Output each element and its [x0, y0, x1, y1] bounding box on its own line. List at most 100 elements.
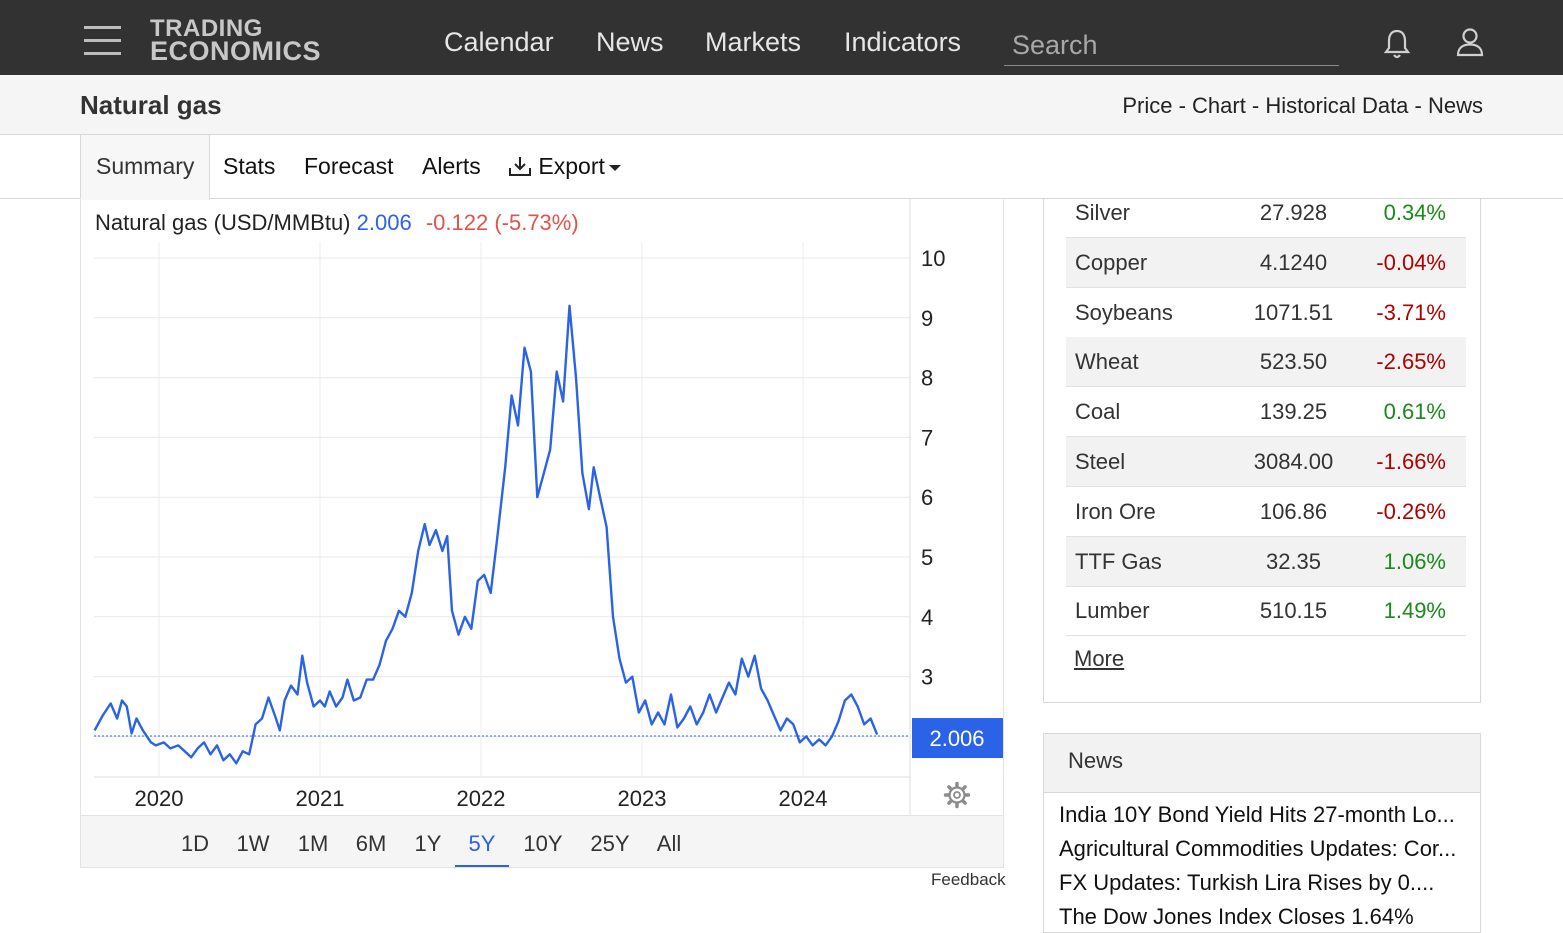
bell-icon[interactable] [1383, 28, 1411, 60]
commodity-price: 106.86 [1259, 498, 1328, 524]
user-icon[interactable] [1455, 26, 1485, 58]
y-tick-label: 4 [921, 605, 933, 630]
breadcrumb-sep: - [1408, 93, 1428, 118]
breadcrumb-price[interactable]: Price [1122, 93, 1173, 118]
commodity-row[interactable]: Lumber 510.15 1.49% [1066, 586, 1466, 637]
commodity-change: -3.71% [1376, 299, 1446, 325]
range-all[interactable]: All [656, 831, 682, 856]
last-value-badge [912, 718, 1003, 759]
tab-summary[interactable]: Summary [80, 135, 211, 200]
y-tick-label: 6 [921, 485, 933, 510]
commodity-price: 139.25 [1259, 399, 1328, 425]
commodity-row[interactable]: Soybeans 1071.51 -3.71% [1066, 288, 1466, 338]
commodity-name: Copper [1075, 249, 1148, 275]
commodity-change: -0.04% [1376, 249, 1446, 275]
nav-markets[interactable]: Markets [705, 27, 802, 57]
breadcrumb-chart[interactable]: Chart [1192, 93, 1246, 118]
chart-current-value: 2.006 [356, 210, 412, 235]
range-5y[interactable]: 5Y [455, 816, 509, 867]
breadcrumb: Price - Chart - Historical Data - News [1122, 93, 1483, 119]
more-link[interactable]: More [1074, 646, 1125, 671]
series-line [93, 304, 879, 765]
commodity-row[interactable]: Steel 3084.00 -1.66% [1066, 437, 1466, 487]
news-item[interactable]: India 10Y Bond Yield Hits 27-month Lo... [1059, 802, 1455, 827]
tab-bar: Summary Stats Forecast Alerts Export [0, 135, 1563, 200]
y-tick-label: 5 [921, 545, 933, 570]
news-item[interactable]: FX Updates: Turkish Lira Rises by 0.... [1059, 870, 1435, 895]
breadcrumb-sep: - [1172, 93, 1193, 118]
breadcrumb-news[interactable]: News [1427, 93, 1483, 118]
commodity-name: Soybeans [1075, 299, 1173, 325]
price-chart[interactable]: 10 9 8 7 6 5 4 3 2020 2021 2022 2023 2024 2.006 [81, 198, 1003, 815]
title-bar: Natural gas Price - Chart - Historical D… [0, 75, 1563, 135]
commodity-change: -2.65% [1376, 349, 1446, 375]
download-icon [509, 157, 531, 176]
range-1m[interactable]: 1M [297, 831, 329, 856]
logo[interactable]: TRADING ECONOMICS [150, 15, 322, 66]
x-tick-label: 2021 [296, 786, 345, 811]
chart-series-name: Natural gas (USD/MMBtu) [95, 210, 351, 235]
range-1y[interactable]: 1Y [414, 831, 442, 856]
page-title: Natural gas [80, 90, 222, 120]
commodity-price: 32.35 [1265, 548, 1322, 574]
range-1w[interactable]: 1W [236, 831, 270, 856]
commodity-name: Steel [1075, 449, 1126, 474]
commodities-table: Silver 27.928 0.34% Copper 4.1240 -0.04% Soybe… [1043, 198, 1481, 703]
logo-line1: TRADING [150, 15, 263, 42]
commodity-change: 0.34% [1383, 200, 1446, 225]
chart-change: -0.122 (-5.73%) [425, 210, 579, 235]
nav-indicators[interactable]: Indicators [844, 27, 962, 57]
news-panel: News India 10Y Bond Yield Hits 27-month … [1043, 733, 1481, 933]
commodity-row[interactable]: Copper 4.1240 -0.04% [1066, 237, 1466, 288]
search-input[interactable] [1004, 25, 1339, 66]
commodity-name: Coal [1075, 399, 1121, 425]
tab-alerts[interactable]: Alerts [422, 153, 481, 179]
commodity-row[interactable]: Wheat 523.50 -2.65% [1066, 337, 1466, 388]
x-tick-label: 2024 [779, 786, 828, 811]
range-1d[interactable]: 1D [180, 831, 210, 856]
chevron-down-icon [608, 164, 621, 171]
range-10y[interactable]: 10Y [523, 831, 563, 856]
breadcrumb-historical-data[interactable]: Historical Data [1265, 93, 1409, 118]
commodity-name: TTF Gas [1075, 548, 1162, 574]
commodity-row[interactable]: Iron Ore 106.86 -0.26% [1066, 487, 1466, 537]
commodity-price: 4.1240 [1259, 249, 1328, 275]
range-25y[interactable]: 25Y [590, 831, 630, 856]
commodity-row[interactable]: Silver 27.928 0.34% [1066, 188, 1466, 238]
hamburger-icon[interactable] [84, 26, 121, 56]
commodity-name: Wheat [1075, 349, 1139, 375]
commodity-name: Iron Ore [1075, 498, 1156, 524]
commodity-name: Lumber [1075, 598, 1150, 624]
commodity-price: 3084.00 [1253, 449, 1334, 474]
commodity-change: 1.06% [1383, 548, 1446, 574]
news-item[interactable]: The Dow Jones Index Closes 1.64% [1059, 904, 1414, 929]
nav-calendar[interactable]: Calendar [444, 27, 554, 57]
range-6m[interactable]: 6M [355, 831, 387, 856]
tab-export[interactable]: Export [508, 135, 621, 199]
chart-panel: 10 9 8 7 6 5 4 3 2020 2021 2022 2023 2024 2.006 Natur… [80, 198, 1004, 868]
y-tick-label: 8 [921, 366, 933, 391]
last-value-label: 2.006 [929, 726, 984, 751]
commodity-change: -1.66% [1376, 449, 1446, 474]
commodity-row[interactable]: Coal 139.25 0.61% [1066, 387, 1466, 438]
feedback-link[interactable]: Feedback [931, 870, 1006, 889]
tab-forecast[interactable]: Forecast [304, 153, 394, 179]
y-tick-label: 9 [921, 306, 933, 331]
news-item[interactable]: Agricultural Commodities Updates: Cor... [1059, 836, 1457, 861]
x-tick-label: 2022 [457, 786, 506, 811]
tab-stats[interactable]: Stats [223, 153, 276, 179]
y-tick-label: 7 [921, 425, 933, 450]
logo-line2: ECONOMICS [150, 36, 322, 66]
commodity-price: 27.928 [1259, 200, 1328, 225]
tab-export-label: Export [538, 153, 605, 179]
chart-header: Natural gas (USD/MMBtu) 2.006 -0.122 (-5… [95, 210, 585, 236]
commodity-change: -0.26% [1376, 498, 1446, 524]
y-tick-label: 10 [921, 246, 945, 271]
commodity-change: 1.49% [1383, 598, 1446, 624]
nav-news[interactable]: News [596, 27, 664, 57]
commodity-row[interactable]: TTF Gas 32.35 1.06% [1066, 536, 1466, 587]
commodity-change: 0.61% [1383, 399, 1446, 425]
breadcrumb-sep: - [1245, 93, 1266, 118]
gear-icon[interactable] [943, 781, 971, 809]
commodity-price: 510.15 [1259, 598, 1328, 624]
